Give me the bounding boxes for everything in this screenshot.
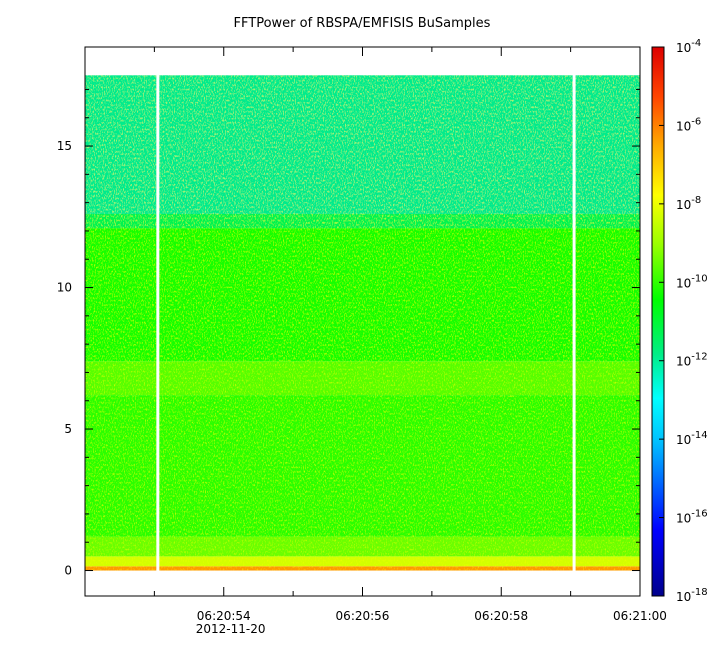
y-tick-label: 15 (57, 139, 72, 153)
colorbar-tick-label: 10-4 (676, 38, 701, 55)
colorbar: 10-4 10-6 10-8 10-10 10-12 10-14 10-16 10-18 (651, 38, 708, 604)
heatmap-bands (85, 75, 640, 571)
y-tick-label: 0 (64, 564, 72, 578)
colorbar-tick-label: 10-18 (676, 587, 708, 604)
plot-axes: 0 5 10 15 06:20:54 06:20:56 06:20:58 06:21:00 20… (57, 46, 667, 636)
x-tick-label: 06:21:00 (613, 609, 667, 623)
heatmap-band (85, 75, 640, 214)
heatmap-band (85, 536, 640, 557)
colorbar-tick-label: 10-6 (676, 116, 701, 133)
heatmap-band (85, 228, 640, 362)
y-tick-label: 10 (57, 281, 72, 295)
x-tick-label: 06:20:56 (336, 609, 390, 623)
chart-title: FFTPower of RBSPA/EMFISIS BuSamples (233, 16, 491, 31)
data-gaps (156, 74, 576, 572)
heatmap-band (85, 556, 640, 567)
colorbar-tick-label: 10-14 (676, 430, 708, 447)
y-tick-label: 5 (64, 422, 72, 436)
colorbar-tick-label: 10-12 (676, 352, 708, 369)
heatmap-band (85, 395, 640, 537)
colorbar-gradient (651, 46, 665, 597)
colorbar-tick-label: 10-8 (676, 195, 701, 212)
data-gap (572, 74, 576, 572)
heatmap-band (85, 213, 640, 229)
colorbar-tick-label: 10-16 (676, 509, 708, 526)
heatmap-band (85, 566, 640, 571)
x-tick-label: 06:20:58 (474, 609, 528, 623)
colorbar-tick-label: 10-10 (676, 273, 708, 290)
x-date-label: 2012-11-20 (196, 622, 266, 636)
heatmap-band (85, 361, 640, 396)
data-gap (156, 74, 160, 572)
x-tick-label: 06:20:54 (197, 609, 251, 623)
